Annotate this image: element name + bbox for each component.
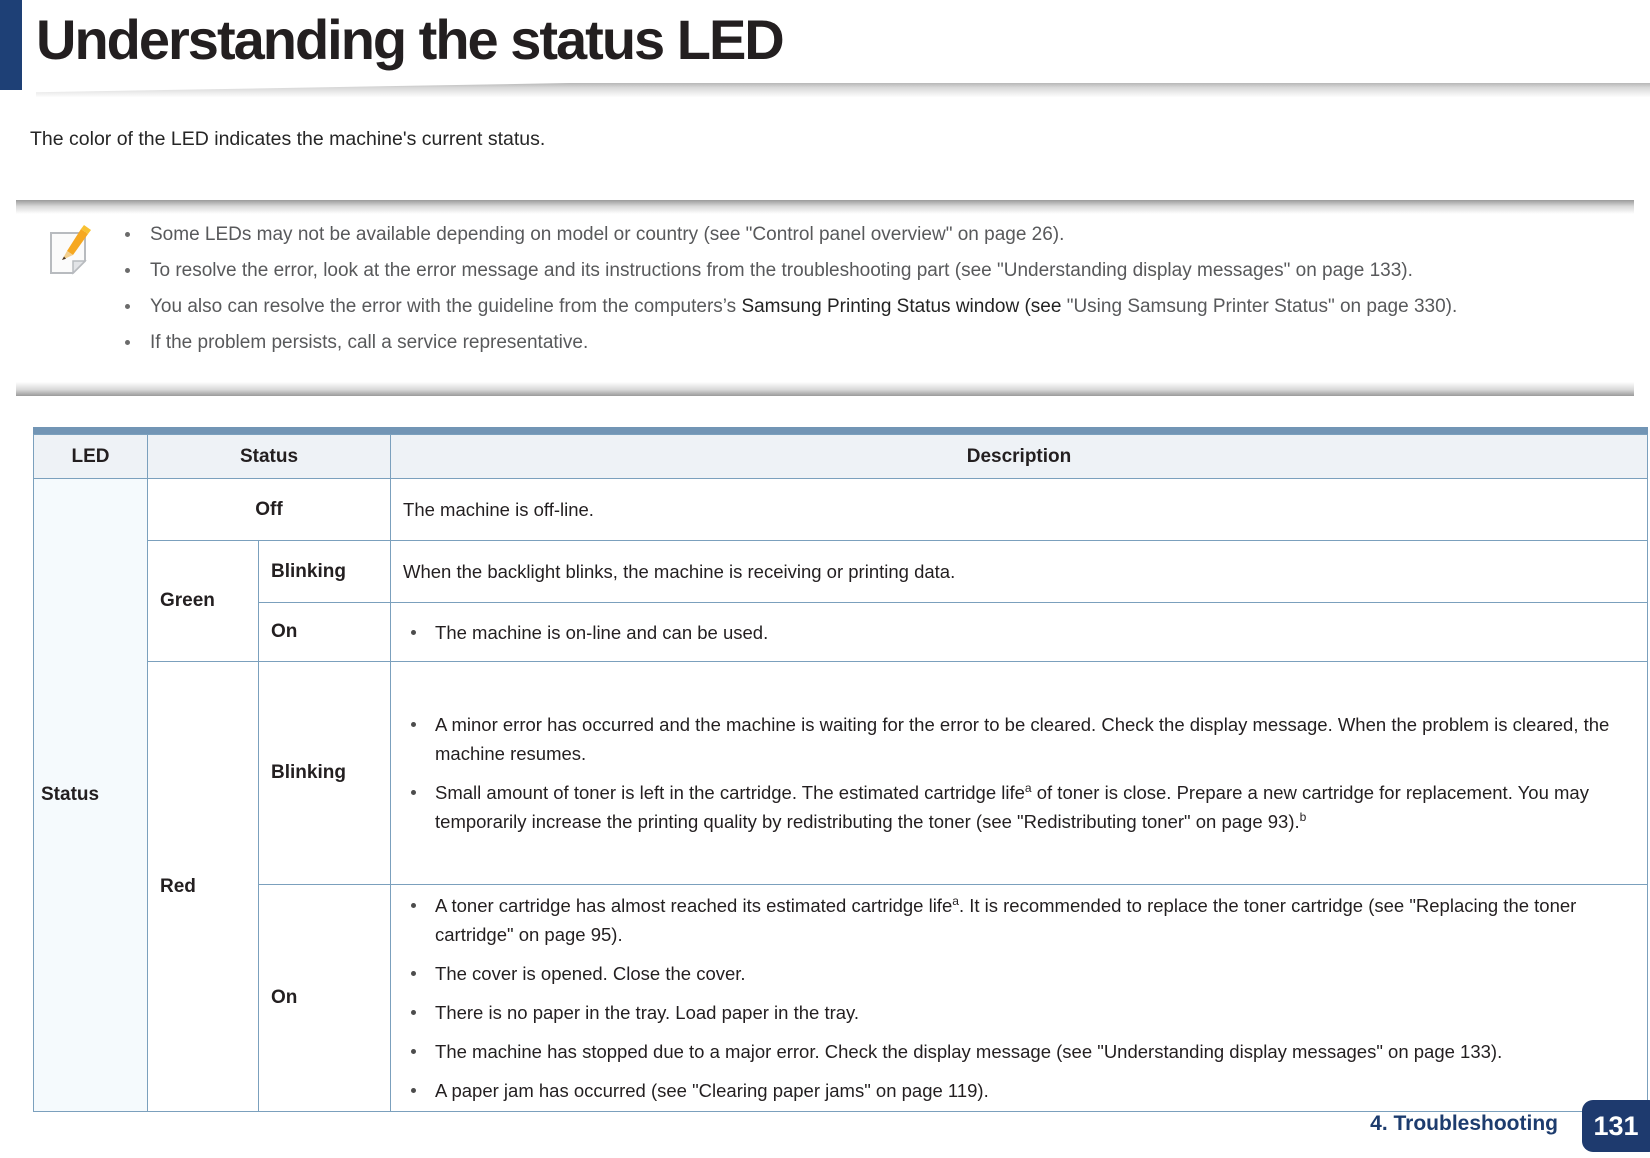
note-bullet-list: Some LEDs may not be available depending…	[122, 222, 1594, 355]
table-header-row: LED Status Description	[33, 434, 1648, 479]
table-top-accent	[33, 427, 1648, 434]
list-item: If the problem persists, call a service …	[122, 330, 1594, 355]
note-box: Some LEDs may not be available depending…	[16, 200, 1634, 396]
description-green-blinking: When the backlight blinks, the machine i…	[390, 540, 1648, 603]
status-led-table-wrap: LED Status Description Status Off The ma…	[33, 427, 1648, 1112]
description-green-on: The machine is on-line and can be used.	[390, 602, 1648, 662]
footer-chapter: 4. Troubleshooting	[1370, 1112, 1558, 1135]
status-green-on-label: On	[257, 602, 392, 662]
table-row: Status Off The machine is off-line.	[33, 478, 1648, 1112]
list-item: A paper jam has occurred (see "Clearing …	[391, 1076, 1617, 1105]
list-item: The machine has stopped due to a major e…	[391, 1037, 1617, 1066]
status-red-on-label: On	[257, 884, 392, 1112]
status-red-blinking-label: Blinking	[257, 661, 392, 885]
status-led-table: LED Status Description Status Off The ma…	[33, 434, 1648, 1112]
table-row: Red Blinking A minor error has occurred …	[34, 661, 1648, 1112]
list-item: When the backlight blinks, the machine i…	[403, 561, 956, 582]
table-row: Green Blinking When the backlight blinks…	[34, 540, 1648, 662]
list-item: Small amount of toner is left in the car…	[391, 778, 1617, 836]
list-item: The cover is opened. Close the cover.	[391, 959, 1617, 988]
list-item: Some LEDs may not be available depending…	[122, 222, 1594, 247]
header-description: Description	[390, 434, 1648, 479]
list-item: A minor error has occurred and the machi…	[391, 710, 1617, 768]
header-status: Status	[146, 434, 392, 479]
page-number: 131	[1593, 1110, 1639, 1141]
description-off: The machine is off-line.	[390, 478, 1648, 541]
page-title: Understanding the status LED	[36, 8, 785, 71]
header-led: LED	[33, 434, 148, 479]
color-green-label: Green	[147, 540, 259, 662]
description-red-on: A toner cartridge has almost reached its…	[390, 884, 1648, 1112]
note-pencil-icon	[50, 225, 91, 275]
list-item: The machine is on-line and can be used.	[391, 618, 1617, 647]
led-status-label: Status	[33, 478, 148, 1112]
note-bottom-border	[16, 382, 1634, 396]
description-red-blinking: A minor error has occurred and the machi…	[390, 661, 1648, 885]
intro-text: The color of the LED indicates the machi…	[30, 128, 546, 150]
status-off-label: Off	[146, 478, 392, 541]
color-red-label: Red	[147, 661, 259, 1112]
list-item: There is no paper in the tray. Load pape…	[391, 998, 1617, 1027]
page-number-badge: 131	[1582, 1100, 1650, 1152]
chapter-accent-bar	[0, 0, 22, 90]
list-item: A toner cartridge has almost reached its…	[391, 891, 1617, 949]
title-divider	[36, 83, 1650, 97]
table-row: On A toner cartridge has almost reached …	[34, 884, 1648, 1112]
note-top-border	[16, 200, 1634, 214]
list-item: The machine is off-line.	[403, 499, 594, 520]
list-item: To resolve the error, look at the error …	[122, 258, 1594, 283]
list-item: You also can resolve the error with the …	[122, 294, 1594, 319]
table-row: On The machine is on-line and can be use…	[34, 602, 1648, 662]
status-green-blinking-label: Blinking	[257, 540, 392, 603]
note-content: Some LEDs may not be available depending…	[16, 214, 1634, 382]
